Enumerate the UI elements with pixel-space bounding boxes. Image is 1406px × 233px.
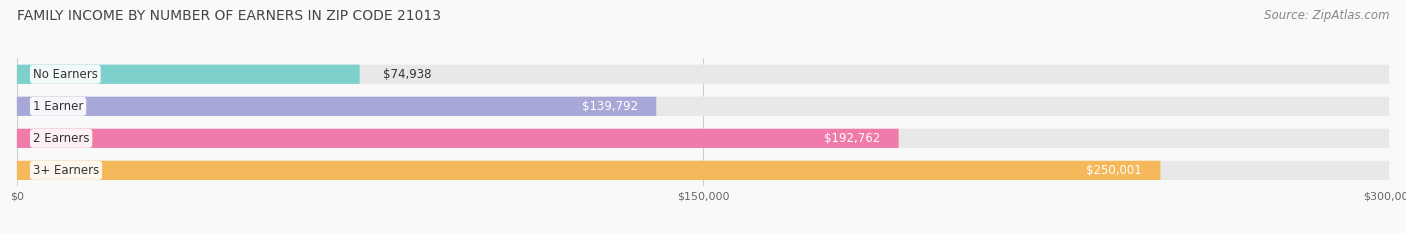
FancyBboxPatch shape (17, 65, 1389, 84)
FancyBboxPatch shape (17, 129, 898, 148)
Text: Source: ZipAtlas.com: Source: ZipAtlas.com (1264, 9, 1389, 22)
FancyBboxPatch shape (17, 129, 1389, 148)
Text: 2 Earners: 2 Earners (32, 132, 90, 145)
Text: $139,792: $139,792 (582, 100, 638, 113)
Text: $250,001: $250,001 (1087, 164, 1142, 177)
Text: $74,938: $74,938 (382, 68, 432, 81)
FancyBboxPatch shape (17, 97, 657, 116)
FancyBboxPatch shape (17, 161, 1389, 180)
Text: 1 Earner: 1 Earner (32, 100, 83, 113)
Text: $192,762: $192,762 (824, 132, 880, 145)
Text: No Earners: No Earners (32, 68, 98, 81)
Text: 3+ Earners: 3+ Earners (32, 164, 100, 177)
Text: FAMILY INCOME BY NUMBER OF EARNERS IN ZIP CODE 21013: FAMILY INCOME BY NUMBER OF EARNERS IN ZI… (17, 9, 441, 23)
FancyBboxPatch shape (17, 161, 1160, 180)
FancyBboxPatch shape (17, 97, 1389, 116)
FancyBboxPatch shape (17, 65, 360, 84)
